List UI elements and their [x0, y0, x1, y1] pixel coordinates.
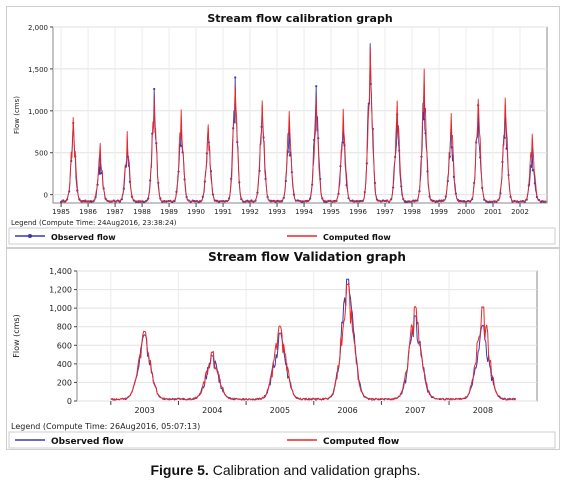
calibration-observed-point — [422, 118, 425, 121]
validation-chart-panel: Stream flow Validation graph 1,400 1,200 1,… — [6, 248, 560, 450]
calibration-y-axis-label: Flow (cms) — [13, 96, 21, 134]
calibration-x-tick-label: 1991 — [214, 208, 232, 216]
calibration-x-tick-label: 1990 — [187, 208, 205, 216]
calibration-x-tick-label: 1998 — [403, 208, 421, 216]
calibration-legend-label-computed: Computed flow — [323, 233, 391, 242]
validation-y-tick-label: 1,400 — [49, 267, 72, 276]
validation-chart: Stream flow Validation graph 1,400 1,200 1,… — [8, 250, 556, 449]
calibration-series-computed-line — [60, 47, 547, 203]
validation-legend-title: Legend (Compute Time: 26Aug2016, 05:07:1… — [11, 422, 200, 431]
validation-x-tick-label: 2006 — [337, 406, 357, 415]
calibration-x-tick-label: 1986 — [79, 208, 97, 216]
calibration-y-tick-label: 1,000 — [28, 108, 48, 116]
calibration-observed-point — [531, 169, 534, 172]
validation-y-tick-label: 600 — [57, 341, 72, 350]
validation-y-tick-label: 1,200 — [49, 286, 72, 295]
calibration-x-tick-label: 1996 — [349, 208, 367, 216]
calibration-chart: Stream flow calibration graph 2,000 1,500 1… — [8, 12, 556, 245]
calibration-legend-label-observed: Observed flow — [51, 233, 116, 242]
calibration-title: Stream flow calibration graph — [207, 12, 392, 25]
validation-y-tick-label: 0 — [67, 397, 72, 406]
validation-y-tick-label: 200 — [57, 378, 72, 387]
calibration-observed-point — [288, 154, 291, 157]
validation-x-tick-label: 2003 — [134, 406, 154, 415]
calibration-chart-panel: Stream flow calibration graph 2,000 1,500 1… — [6, 6, 560, 248]
calibration-y-tick-label: 1,500 — [28, 66, 48, 74]
calibration-x-tick-label: 1988 — [133, 208, 151, 216]
calibration-x-tick-label: 2000 — [457, 208, 475, 216]
validation-x-tick-label: 2005 — [270, 406, 290, 415]
validation-x-tick-label: 2008 — [473, 406, 493, 415]
calibration-y-tick-label: 2,000 — [28, 24, 48, 32]
validation-y-axis-label: Flow (cms) — [12, 314, 21, 357]
calibration-observed-point — [404, 200, 407, 204]
calibration-observed-point — [450, 146, 453, 149]
figure-caption-text: Calibration and validation graphs. — [212, 462, 421, 478]
calibration-observed-point — [98, 172, 101, 175]
calibration-x-tick-label: 2001 — [484, 208, 502, 216]
validation-y-tick-label: 1,000 — [49, 304, 72, 313]
calibration-observed-point — [179, 144, 182, 147]
validation-x-tick-label: 2004 — [202, 406, 222, 415]
validation-legend-label-observed: Observed flow — [51, 437, 124, 447]
calibration-x-tick-label: 1993 — [268, 208, 286, 216]
validation-plot-area — [76, 270, 538, 402]
calibration-y-tick-label: 500 — [35, 150, 48, 158]
calibration-legend-title: Legend (Compute Time: 24Aug2016, 23:38:2… — [11, 219, 177, 227]
calibration-x-tick-label: 1997 — [376, 208, 394, 216]
calibration-observed-point — [315, 85, 318, 88]
validation-series-computed-line — [110, 282, 516, 401]
calibration-observed-point — [153, 87, 156, 91]
calibration-plot-area — [52, 26, 548, 204]
figure-caption: Figure 5. Calibration and validation gra… — [0, 462, 571, 478]
calibration-x-tick-label: 1985 — [52, 208, 70, 216]
validation-x-tick-label: 2007 — [405, 406, 425, 415]
calibration-legend-box — [8, 227, 556, 245]
calibration-x-tick-label: 1987 — [106, 208, 124, 216]
calibration-observed-point — [59, 200, 63, 204]
calibration-x-tick-label: 1999 — [430, 208, 448, 216]
validation-legend-label-computed: Computed flow — [323, 437, 399, 447]
calibration-x-tick-label: 2002 — [511, 208, 529, 216]
calibration-legend-swatch-marker — [28, 234, 32, 238]
validation-y-tick-label: 400 — [57, 360, 72, 369]
calibration-x-tick-label: 1992 — [241, 208, 259, 216]
validation-title: Stream flow Validation graph — [208, 250, 406, 264]
validation-y-tick-label: 800 — [57, 323, 72, 332]
calibration-x-tick-label: 1994 — [295, 208, 313, 216]
calibration-y-tick-label: 0 — [44, 192, 48, 200]
figure-caption-label: Figure 5. — [150, 462, 209, 478]
calibration-x-tick-label: 1995 — [322, 208, 340, 216]
calibration-observed-point — [234, 76, 237, 79]
calibration-x-tick-label: 1989 — [160, 208, 178, 216]
validation-legend-box — [8, 431, 556, 449]
